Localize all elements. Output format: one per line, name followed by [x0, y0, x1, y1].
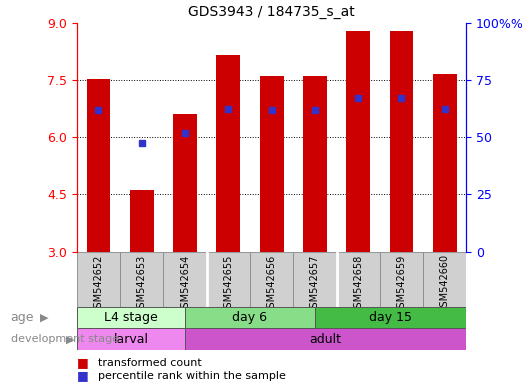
Bar — [260, 76, 284, 252]
Bar — [207, 252, 250, 307]
Text: ■: ■ — [77, 369, 89, 382]
Bar — [315, 307, 466, 328]
Text: GSM542653: GSM542653 — [137, 254, 147, 314]
Bar — [163, 252, 207, 307]
Bar — [185, 307, 315, 328]
Text: transformed count: transformed count — [98, 358, 202, 368]
Bar — [423, 252, 466, 307]
Text: age: age — [11, 311, 34, 324]
Bar — [130, 190, 154, 252]
Text: day 6: day 6 — [233, 311, 268, 324]
Bar — [380, 252, 423, 307]
Text: ▶: ▶ — [66, 334, 75, 344]
Bar — [77, 328, 185, 350]
Text: ■: ■ — [77, 356, 89, 369]
Text: GSM542654: GSM542654 — [180, 254, 190, 314]
Bar — [216, 55, 240, 252]
Text: GSM542656: GSM542656 — [267, 254, 277, 314]
Bar — [433, 74, 457, 252]
Text: day 15: day 15 — [369, 311, 412, 324]
Bar — [77, 307, 185, 328]
Bar — [86, 79, 110, 252]
Text: GSM542657: GSM542657 — [310, 254, 320, 314]
Text: development stage: development stage — [11, 334, 119, 344]
Bar — [120, 252, 163, 307]
Text: larval: larval — [113, 333, 148, 346]
Bar — [346, 31, 370, 252]
Text: GSM542658: GSM542658 — [353, 254, 363, 314]
Text: GSM542659: GSM542659 — [396, 254, 407, 314]
Bar — [390, 31, 413, 252]
Text: GSM542655: GSM542655 — [223, 254, 233, 314]
Title: GDS3943 / 184735_s_at: GDS3943 / 184735_s_at — [188, 5, 355, 19]
Bar — [250, 252, 293, 307]
Bar — [77, 252, 120, 307]
Text: GSM542660: GSM542660 — [440, 254, 450, 313]
Bar — [337, 252, 380, 307]
Bar — [173, 114, 197, 252]
Text: percentile rank within the sample: percentile rank within the sample — [98, 371, 286, 381]
Bar — [185, 328, 466, 350]
Text: adult: adult — [310, 333, 342, 346]
Text: GSM542652: GSM542652 — [93, 254, 103, 314]
Bar — [303, 76, 327, 252]
Text: ▶: ▶ — [40, 313, 48, 323]
Bar — [293, 252, 337, 307]
Text: L4 stage: L4 stage — [104, 311, 158, 324]
